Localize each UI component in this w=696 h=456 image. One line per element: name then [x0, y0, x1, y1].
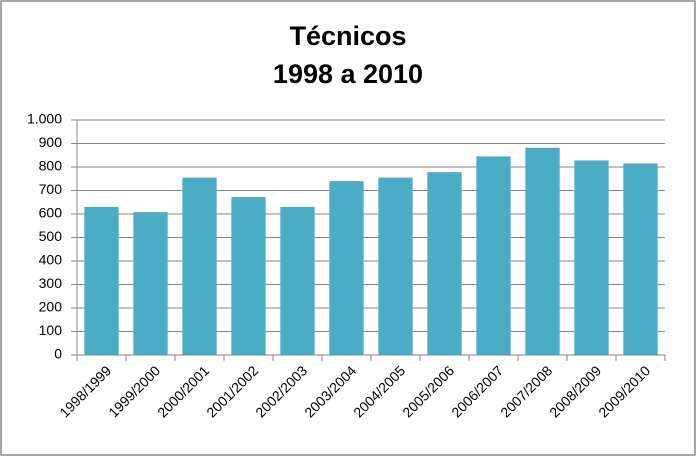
y-tick-label: 600: [39, 205, 63, 221]
bar: [182, 177, 217, 355]
chart-title: Técnicos: [289, 21, 406, 51]
chart-subtitle: 1998 a 2010: [273, 59, 423, 89]
bar: [476, 156, 511, 355]
bar: [574, 160, 609, 355]
y-tick-label: 300: [39, 275, 63, 291]
y-tick-label: 200: [39, 299, 63, 315]
bar: [329, 181, 364, 355]
y-tick-label: 1.000: [27, 111, 62, 127]
y-tick-label: 800: [39, 158, 63, 174]
y-tick-label: 0: [54, 346, 62, 362]
bar: [133, 212, 168, 355]
y-tick-label: 900: [39, 134, 63, 150]
bar: [280, 206, 315, 355]
y-tick-label: 400: [39, 252, 63, 268]
bar: [525, 147, 560, 355]
y-tick-label: 500: [39, 228, 63, 244]
bar: [84, 206, 119, 355]
y-tick-label: 100: [39, 322, 63, 338]
bar: [231, 197, 266, 355]
y-tick-label: 700: [39, 181, 63, 197]
bar: [623, 163, 658, 355]
bar: [378, 177, 413, 355]
bar: [427, 172, 462, 355]
